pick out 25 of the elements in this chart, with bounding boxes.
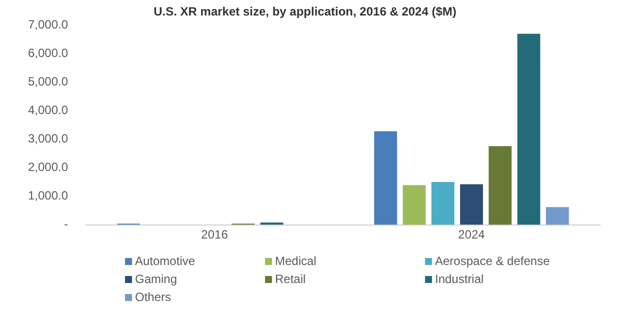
legend-label: Aerospace & defense <box>435 254 550 268</box>
legend-label: Retail <box>275 272 306 286</box>
chart-title: U.S. XR market size, by application, 2016 & 2024 ($M) <box>154 4 456 18</box>
y-tick-label: 7,000.0 <box>28 18 68 32</box>
y-tick-label: 5,000.0 <box>28 74 68 89</box>
legend-label: Gaming <box>135 272 178 286</box>
legend-label: Medical <box>275 254 316 268</box>
y-tick-label: 4,000.0 <box>28 103 68 118</box>
y-tick-label: 6,000.0 <box>28 46 68 60</box>
bar <box>546 207 569 225</box>
bar <box>431 182 454 225</box>
y-tick-label: 2,000.0 <box>28 160 68 174</box>
y-tick-label: 1,000.0 <box>28 188 68 203</box>
x-tick-label: 2024 <box>458 227 486 242</box>
bar <box>517 34 540 225</box>
legend-label: Automotive <box>135 254 196 268</box>
y-tick-label: 3,000.0 <box>28 132 68 146</box>
bar <box>488 146 512 225</box>
x-tick-label: 2016 <box>201 227 228 242</box>
legend-label: Industrial <box>435 272 484 286</box>
y-tick-label: - <box>64 217 68 232</box>
bar <box>402 185 426 225</box>
bar <box>374 131 398 225</box>
legend-label: Others <box>135 290 172 304</box>
bar <box>460 184 483 225</box>
